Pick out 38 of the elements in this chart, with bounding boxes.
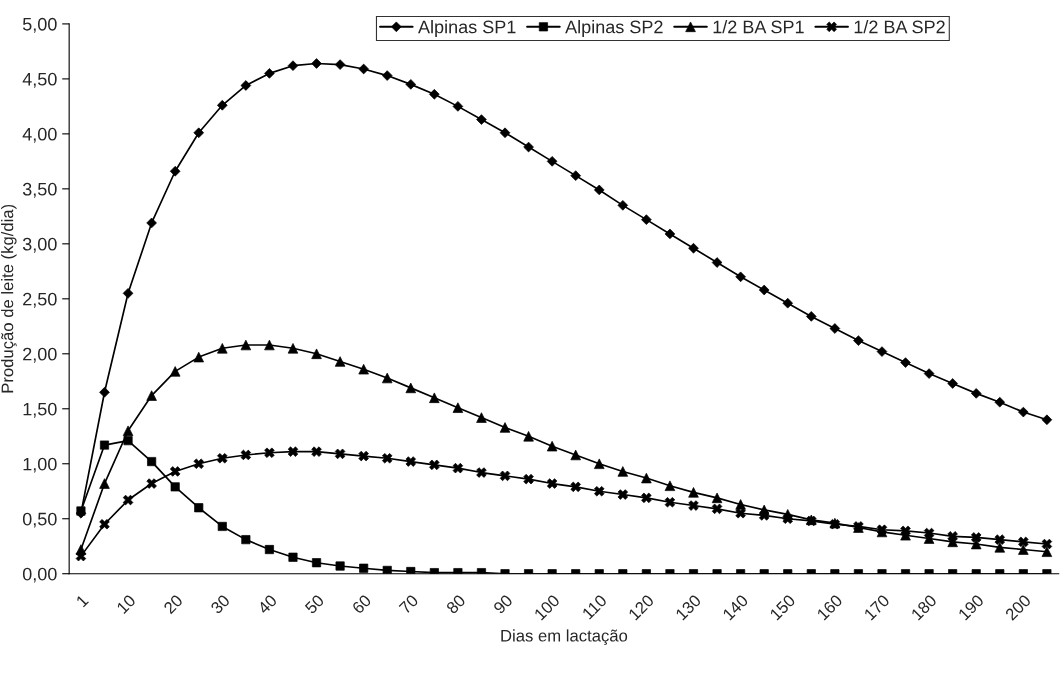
y-tick-label: 1,00	[23, 457, 57, 473]
legend-label: Alpinas SP1	[418, 20, 516, 37]
x-tick-label: 100	[533, 593, 561, 621]
x-axis-title: Dias em lactação	[501, 629, 628, 645]
legend-label: Alpinas SP2	[565, 20, 663, 37]
x-tick-label: 110	[581, 593, 608, 620]
y-tick-label: 3,50	[22, 182, 57, 198]
legend-label: 1/2 BA SP1	[713, 20, 804, 34]
y-axis-title: Produção de leite (kg/dia)	[1, 204, 17, 393]
y-tick-label: 0,00	[22, 567, 57, 583]
x-tick-label: 10	[116, 593, 137, 615]
x-tick-label: 120	[627, 593, 655, 621]
y-tick-label: 5,00	[22, 17, 57, 33]
x-tick-label: 90	[492, 593, 514, 615]
y-tick-label: 0,50	[22, 512, 57, 528]
y-tick-label: 2,50	[23, 292, 57, 308]
x-tick-label: 30	[209, 593, 231, 615]
y-tick-label: 4,00	[22, 127, 57, 143]
x-tick-label: 70	[398, 593, 419, 615]
x-tick-label: 80	[445, 593, 467, 615]
x-tick-label: 190	[957, 593, 985, 621]
x-tick-label: 170	[863, 593, 891, 621]
x-tick-label: 160	[816, 593, 844, 621]
x-tick-label: 40	[256, 593, 278, 615]
x-tick-label: 20	[162, 593, 184, 615]
x-tick-label: 150	[769, 593, 796, 621]
y-tick-label: 1,50	[23, 402, 57, 418]
x-tick-label: 140	[722, 593, 749, 621]
y-tick-label: 3,00	[22, 237, 57, 253]
y-tick-label: 4,50	[22, 72, 57, 88]
x-tick-label: 50	[304, 593, 325, 615]
x-tick-label: 180	[910, 593, 938, 621]
x-tick-label: 60	[351, 593, 372, 615]
x-tick-label: 1	[75, 594, 89, 608]
x-tick-label: 130	[675, 593, 702, 621]
x-tick-label: 200	[1004, 593, 1032, 621]
legend-label: 1/2 BA SP2	[854, 20, 945, 34]
y-tick-label: 2,00	[23, 347, 57, 363]
